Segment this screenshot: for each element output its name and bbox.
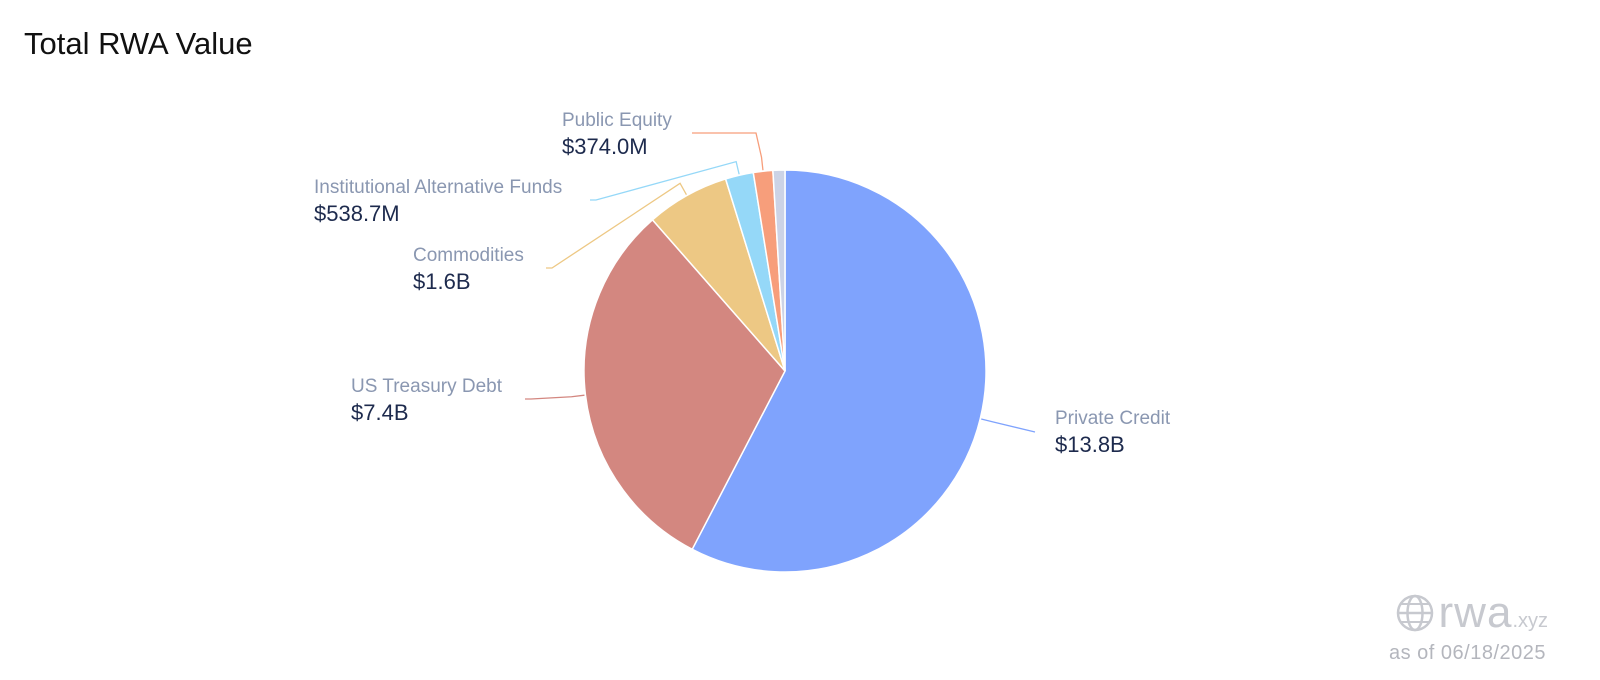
- leader-line: [525, 394, 585, 400]
- slice-label-name: Private Credit: [1055, 408, 1171, 429]
- slice-label-value: $538.7M: [314, 201, 400, 226]
- slice-label-value: $374.0M: [562, 134, 648, 159]
- brand-name: rwa: [1438, 588, 1513, 637]
- pie-slice-other[interactable]: [772, 169, 786, 372]
- brand-watermark: rwa .xyz: [1395, 588, 1548, 638]
- pie-slices: [583, 169, 987, 573]
- slice-labels: Private Credit $13.8B US Treasury Debt $7.4…: [314, 110, 1171, 457]
- slice-label-value: $13.8B: [1055, 432, 1125, 457]
- leader-line: [981, 418, 1036, 433]
- slice-label-value: $7.4B: [351, 400, 409, 425]
- slice-label-name: Commodities: [413, 245, 524, 266]
- leader-line: [546, 182, 687, 269]
- slice-label-value: $1.6B: [413, 269, 471, 294]
- globe-icon: [1396, 594, 1433, 632]
- brand-suffix: .xyz: [1512, 610, 1548, 632]
- slice-label-name: US Treasury Debt: [351, 376, 503, 397]
- as-of-date: as of 06/18/2025: [1388, 642, 1546, 664]
- chart-title: Total RWA Value: [24, 26, 253, 61]
- leader-line: [692, 132, 764, 171]
- slice-label-name: Institutional Alternative Funds: [314, 177, 562, 198]
- slice-label-name: Public Equity: [562, 110, 672, 131]
- pie-slice-us-treasury-debt[interactable]: [583, 218, 786, 551]
- pie-slice-private-credit[interactable]: [691, 169, 987, 573]
- leader-lines: [525, 132, 1036, 433]
- leader-line: [590, 160, 740, 201]
